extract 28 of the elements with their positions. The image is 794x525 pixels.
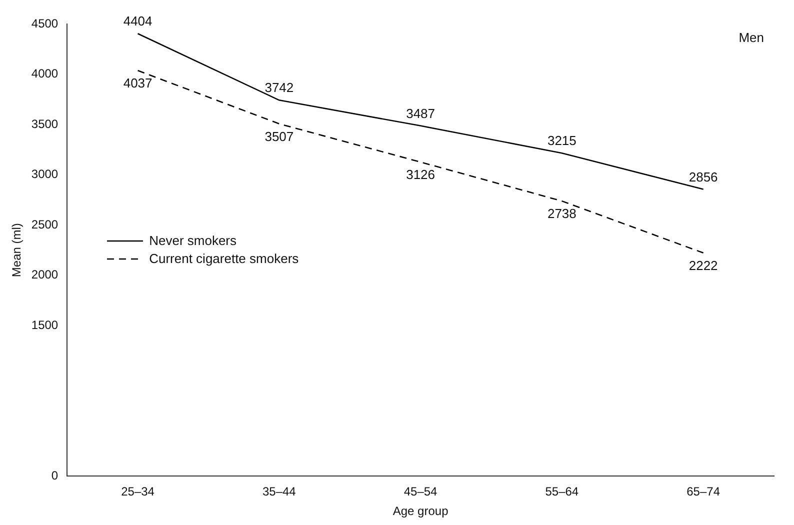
x-tick-label: 45–54 — [404, 484, 438, 499]
x-axis-title: Age group — [392, 504, 449, 518]
y-tick-label: 4000 — [31, 66, 58, 81]
data-label: 2856 — [688, 169, 718, 184]
data-label: 3507 — [264, 128, 294, 144]
data-label: 2222 — [688, 258, 718, 273]
y-tick-label: 4500 — [31, 16, 58, 30]
data-label: 3215 — [547, 133, 576, 148]
y-tick-label: 2000 — [31, 268, 58, 282]
legend-label: Never smokers — [149, 233, 237, 248]
y-tick-label: 3000 — [31, 167, 58, 182]
y-axis-title: Mean (ml) — [10, 223, 24, 278]
data-label: 3742 — [264, 80, 294, 96]
annotation: Men — [738, 30, 764, 46]
data-label: 3126 — [406, 167, 436, 182]
data-label: 3487 — [406, 106, 436, 121]
x-tick-label: 25–34 — [121, 484, 155, 499]
x-tick-label: 65–74 — [686, 484, 720, 499]
data-label: 4404 — [123, 14, 152, 29]
y-tick-label: 1500 — [31, 318, 58, 332]
x-tick-label: 55–64 — [545, 484, 579, 499]
x-tick-label: 35–44 — [262, 484, 296, 499]
data-label: 4037 — [123, 76, 152, 91]
data-label: 2738 — [547, 206, 576, 222]
legend-label: Current cigarette smokers — [149, 251, 299, 266]
y-tick-label: 0 — [51, 468, 58, 483]
y-tick-label: 3500 — [31, 116, 58, 131]
y-tick-label: 2500 — [31, 217, 58, 232]
